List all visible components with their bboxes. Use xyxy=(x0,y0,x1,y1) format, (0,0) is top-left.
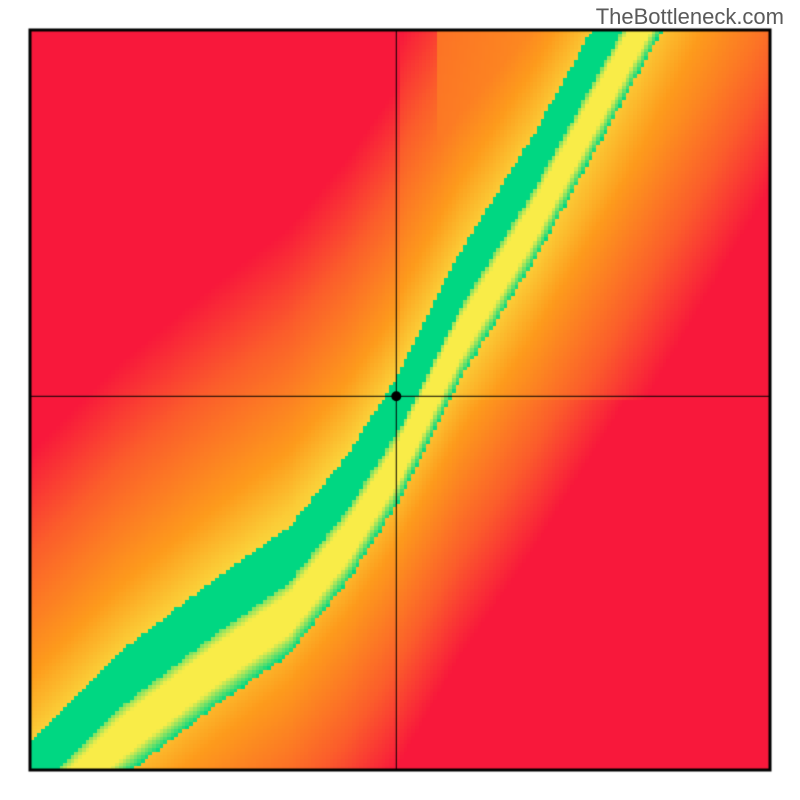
bottleneck-heatmap xyxy=(0,0,800,800)
chart-container: TheBottleneck.com xyxy=(0,0,800,800)
watermark-text: TheBottleneck.com xyxy=(596,4,784,30)
